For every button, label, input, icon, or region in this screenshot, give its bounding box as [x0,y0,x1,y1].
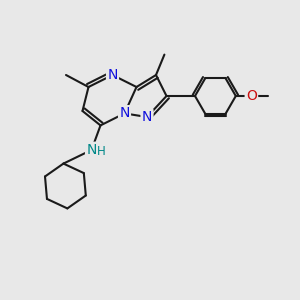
Text: N: N [86,143,97,157]
Text: H: H [97,145,106,158]
Text: O: O [246,89,257,103]
Text: N: N [107,68,118,82]
Text: N: N [142,110,152,124]
Text: N: N [119,106,130,120]
